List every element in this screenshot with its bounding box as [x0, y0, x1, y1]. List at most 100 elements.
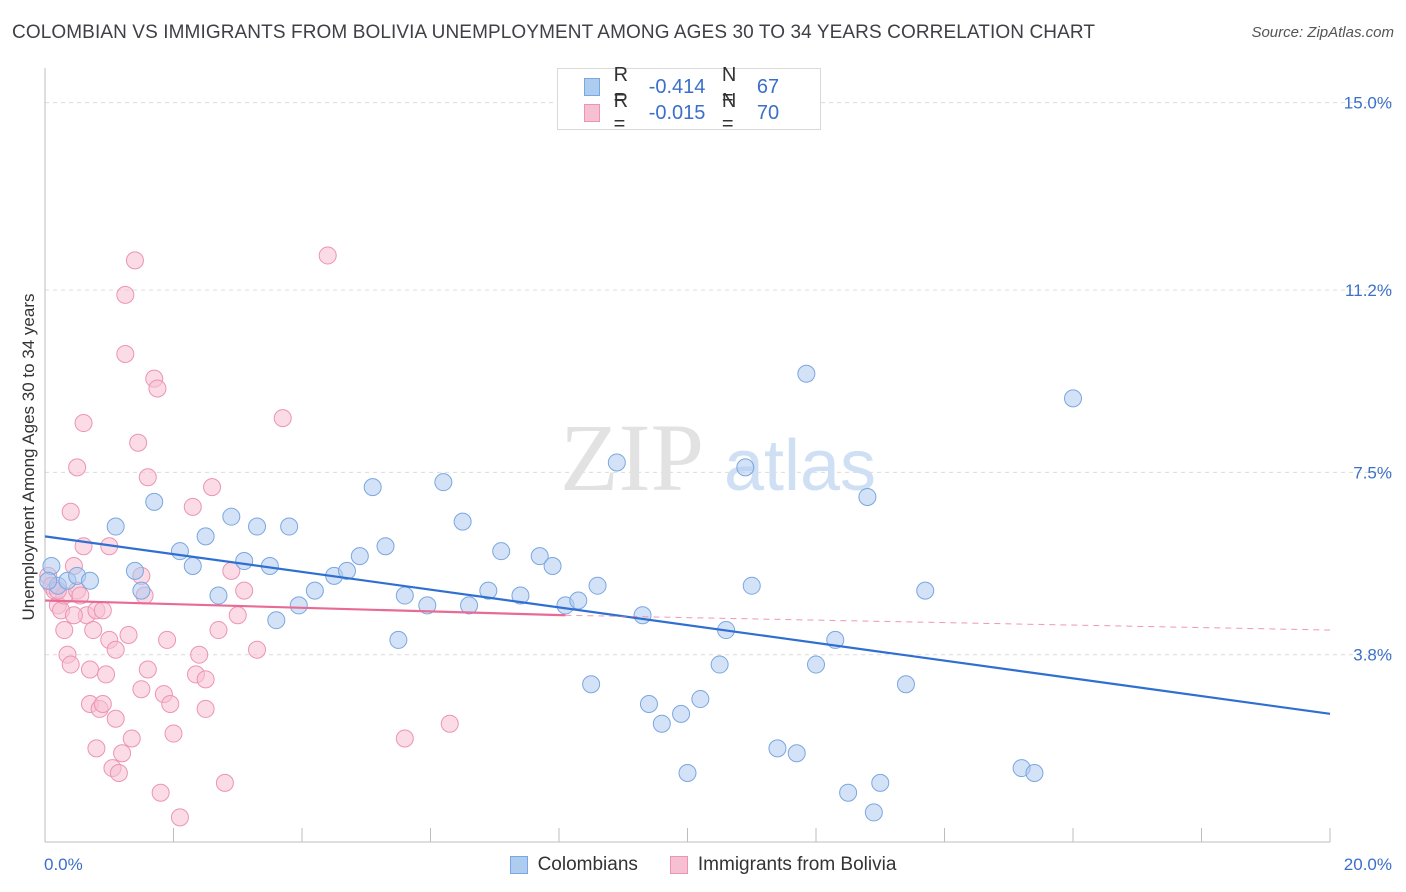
data-point-bolivia — [151, 783, 170, 802]
data-point-bolivia — [125, 251, 144, 270]
data-point-colombians — [337, 561, 356, 580]
data-point-colombians — [569, 591, 588, 610]
data-point-colombians — [672, 704, 691, 723]
legend-n-label: N = — [721, 64, 737, 109]
data-point-colombians — [639, 694, 658, 713]
data-point-colombians — [280, 517, 299, 536]
data-point-colombians — [582, 675, 601, 694]
legend-swatch-blue — [509, 856, 528, 874]
legend-r-label: R = — [613, 64, 629, 109]
data-point-colombians — [864, 803, 883, 822]
data-point-bolivia — [228, 606, 247, 625]
data-point-bolivia — [97, 665, 116, 684]
data-point-colombians — [106, 517, 125, 536]
legend-n-value: 67 — [756, 75, 780, 98]
data-point-colombians — [633, 606, 652, 625]
legend-r-label: R = — [613, 90, 629, 135]
data-point-colombians — [768, 739, 787, 758]
data-point-colombians — [289, 596, 308, 615]
data-point-bolivia — [148, 379, 167, 398]
data-point-bolivia — [161, 694, 180, 713]
data-point-bolivia — [64, 606, 83, 625]
data-point-colombians — [235, 552, 254, 571]
data-point-colombians — [363, 478, 382, 497]
data-point-colombians — [170, 542, 189, 561]
trend-lines — [44, 535, 1331, 715]
source-label: Source: ZipAtlas.com — [1251, 24, 1394, 41]
data-point-colombians — [588, 576, 607, 595]
data-point-colombians — [916, 581, 935, 600]
x-tick-label: 0.0% — [44, 855, 83, 874]
data-point-bolivia — [183, 497, 202, 516]
data-point-colombians — [896, 675, 915, 694]
legend-n-label: N = — [721, 90, 737, 135]
data-point-bolivia — [61, 502, 80, 521]
legend-label-bolivia: Immigrants from Bolivia — [697, 854, 897, 875]
data-point-bolivia — [209, 621, 228, 640]
legend-item-bolivia[interactable]: Immigrants from Bolivia — [669, 854, 897, 876]
data-point-colombians — [691, 690, 710, 709]
chart-title: COLOMBIAN VS IMMIGRANTS FROM BOLIVIA UNE… — [12, 22, 1096, 43]
data-point-bolivia — [203, 478, 222, 497]
data-point-colombians — [797, 364, 816, 383]
data-point-colombians — [418, 596, 437, 615]
grid-lines — [45, 102, 1392, 656]
data-point-colombians — [350, 547, 369, 566]
data-point-bolivia — [235, 581, 254, 600]
series-bolivia-points — [39, 246, 459, 827]
watermark-zip: ZIP — [560, 404, 704, 511]
y-tick-label: 7.5% — [1353, 463, 1392, 482]
data-point-bolivia — [93, 601, 112, 620]
data-point-colombians — [492, 542, 511, 561]
data-point-colombians — [742, 576, 761, 595]
data-point-bolivia — [273, 409, 292, 428]
data-point-colombians — [305, 581, 324, 600]
data-point-bolivia — [119, 625, 138, 644]
data-point-colombians — [871, 773, 890, 792]
data-point-colombians — [267, 611, 286, 630]
data-point-bolivia — [138, 660, 157, 679]
data-point-bolivia — [106, 709, 125, 728]
data-point-bolivia — [196, 670, 215, 689]
data-point-bolivia — [116, 345, 135, 364]
data-point-bolivia — [87, 739, 106, 758]
trend-line-bolivia-extension — [565, 614, 1331, 631]
legend-swatch-blue — [584, 78, 600, 96]
data-point-colombians — [607, 453, 626, 472]
data-point-colombians — [80, 571, 99, 590]
data-point-bolivia — [109, 763, 128, 782]
data-point-colombians — [678, 763, 697, 782]
data-point-bolivia — [164, 724, 183, 743]
axes — [44, 68, 1331, 843]
data-point-colombians — [736, 458, 755, 477]
data-point-bolivia — [215, 773, 234, 792]
data-point-bolivia — [55, 621, 74, 640]
data-point-bolivia — [113, 744, 132, 763]
data-point-colombians — [395, 586, 414, 605]
data-point-colombians — [39, 571, 58, 590]
legend-r-value: -0.414 — [648, 75, 706, 98]
data-point-bolivia — [71, 586, 90, 605]
data-point-bolivia — [395, 729, 414, 748]
data-point-colombians — [511, 586, 530, 605]
y-tick-label: 11.2% — [1345, 281, 1392, 300]
data-point-colombians — [132, 581, 151, 600]
data-point-bolivia — [122, 729, 141, 748]
data-point-colombians — [389, 630, 408, 649]
data-point-colombians — [209, 586, 228, 605]
legend-item-colombians[interactable]: Colombians — [509, 854, 638, 876]
data-point-bolivia — [132, 680, 151, 699]
data-point-colombians — [222, 507, 241, 526]
data-point-colombians — [434, 473, 453, 492]
data-point-bolivia — [170, 808, 189, 827]
data-point-bolivia — [116, 285, 135, 304]
watermark: ZIP atlas — [560, 404, 876, 511]
data-point-colombians — [196, 527, 215, 546]
y-axis-label: Unemployment Among Ages 30 to 34 years — [19, 294, 38, 621]
data-point-colombians — [42, 556, 61, 575]
data-point-bolivia — [93, 694, 112, 713]
data-point-colombians — [376, 537, 395, 556]
data-point-colombians — [807, 655, 825, 674]
data-point-bolivia — [196, 699, 215, 718]
